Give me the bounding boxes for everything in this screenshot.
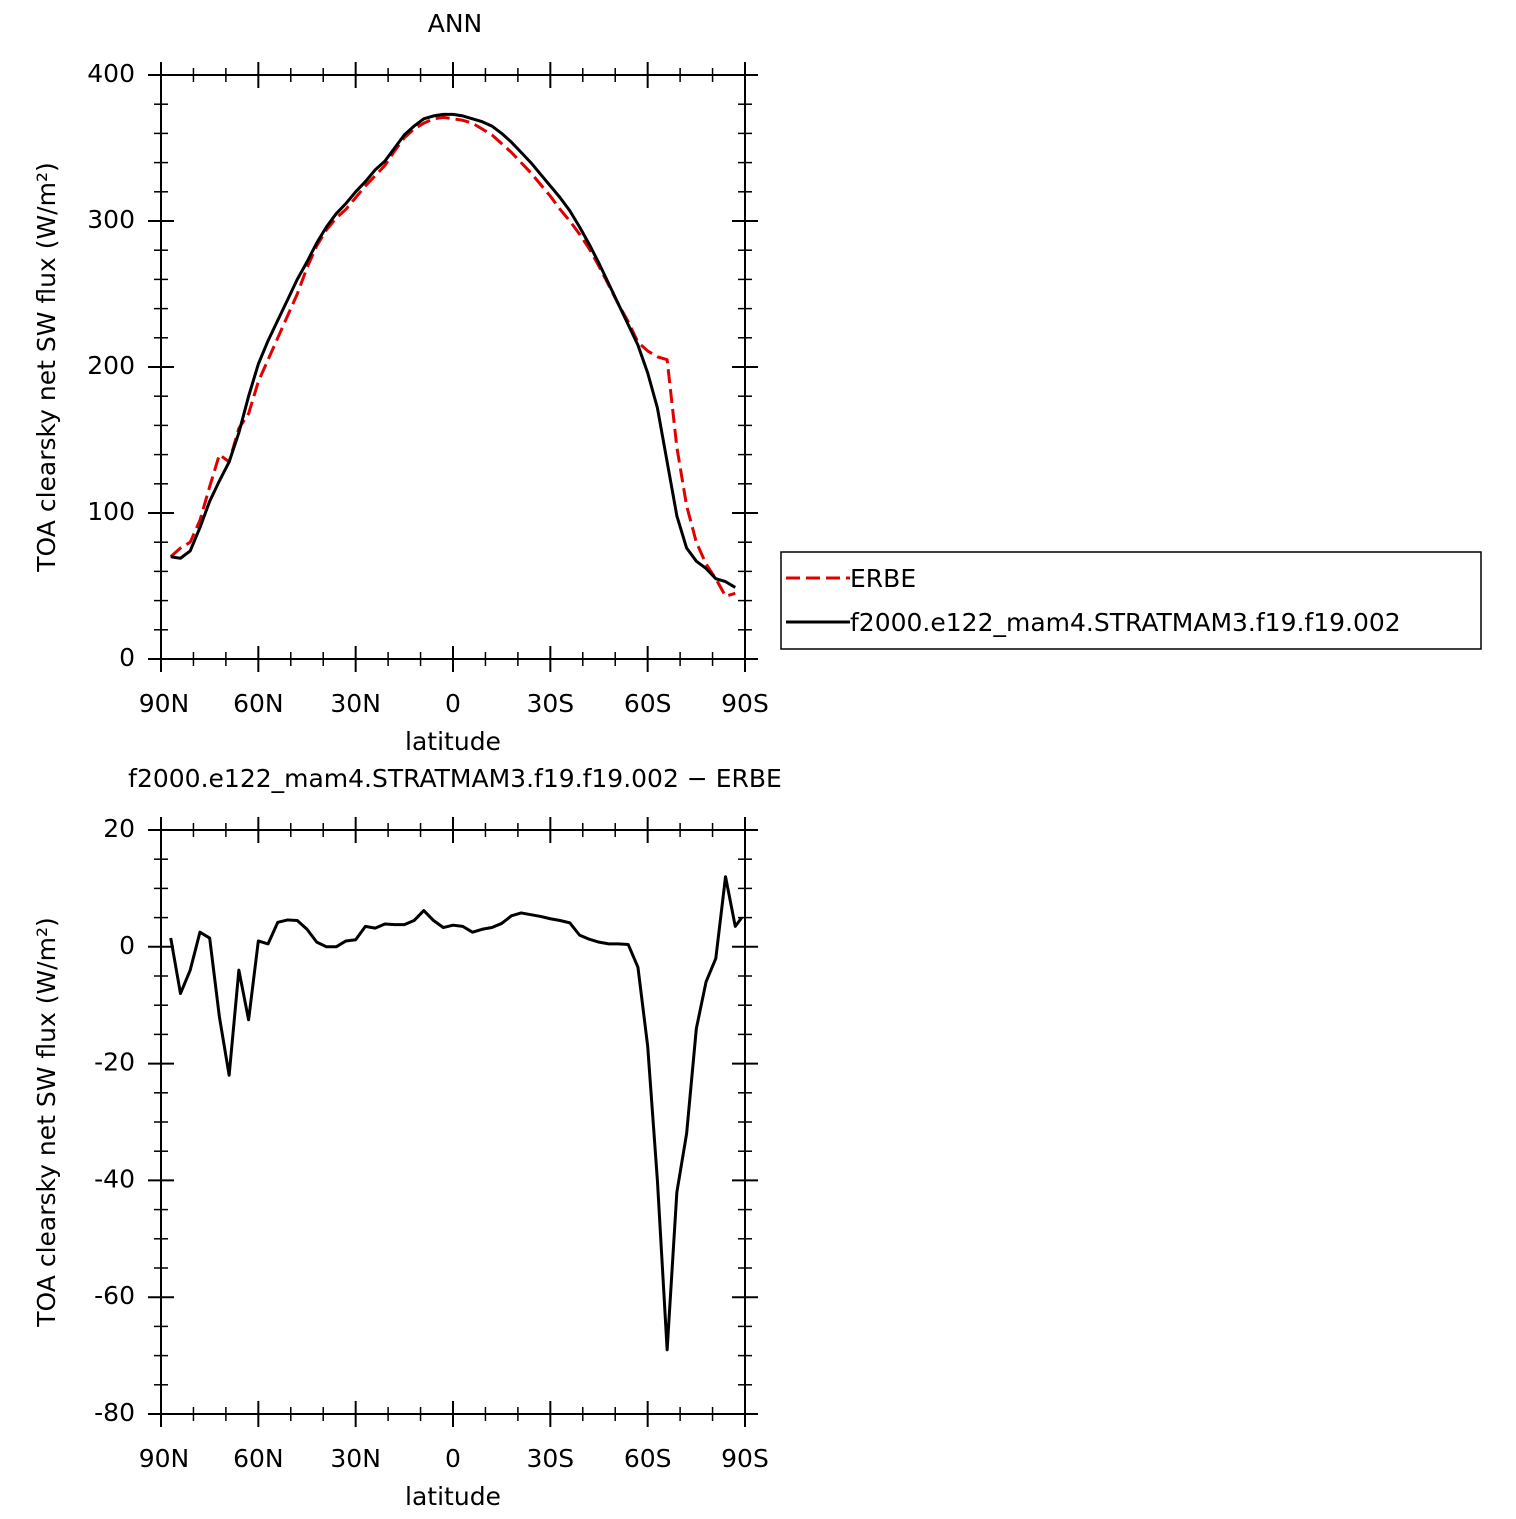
x-tick-label: 0 xyxy=(445,1444,461,1473)
x-tick-label: 60N xyxy=(233,1444,284,1473)
plot-frame xyxy=(160,829,746,1415)
x-tick-label: 90N xyxy=(139,689,190,718)
chart-title: f2000.e122_mam4.STRATMAM3.f19.f19.002 − … xyxy=(128,764,782,793)
y-tick-label: -20 xyxy=(94,1048,135,1077)
y-tick-label: 100 xyxy=(87,497,135,526)
data-line xyxy=(169,115,736,598)
x-tick-label: 30S xyxy=(526,689,574,718)
y-tick-label: 20 xyxy=(103,814,135,843)
x-tick-label: 60N xyxy=(233,689,284,718)
y-axis-label: TOA clearsky net SW flux (W/m²) xyxy=(32,162,61,572)
x-tick-label: 60S xyxy=(624,1444,672,1473)
x-tick-label: 90N xyxy=(139,1444,190,1473)
chart-title: ANN xyxy=(428,9,483,38)
y-tick-label: -60 xyxy=(94,1281,135,1310)
y-tick-label: 0 xyxy=(119,931,135,960)
y-tick-label: 200 xyxy=(87,351,135,380)
y-axis-label: TOA clearsky net SW flux (W/m²) xyxy=(32,917,61,1327)
y-tick-label: 0 xyxy=(119,643,135,672)
x-tick-label: 90S xyxy=(721,1444,769,1473)
y-tick-label: 400 xyxy=(87,59,135,88)
y-tick-label: -80 xyxy=(94,1398,135,1427)
x-axis-label: latitude xyxy=(405,1482,501,1511)
x-tick-label: 90S xyxy=(721,689,769,718)
legend-label: ERBE xyxy=(850,564,916,593)
plot-frame xyxy=(160,74,746,660)
data-line xyxy=(170,112,737,589)
x-tick-label: 30N xyxy=(330,1444,381,1473)
y-tick-label: -40 xyxy=(94,1164,135,1193)
legend-box xyxy=(780,551,1482,650)
y-tick-label: 300 xyxy=(87,205,135,234)
x-tick-label: 30N xyxy=(330,689,381,718)
data-line xyxy=(169,875,743,1352)
x-tick-label: 60S xyxy=(624,689,672,718)
legend-label: f2000.e122_mam4.STRATMAM3.f19.f19.002 xyxy=(850,608,1401,637)
x-tick-label: 0 xyxy=(445,689,461,718)
x-tick-label: 30S xyxy=(526,1444,574,1473)
x-axis-label: latitude xyxy=(405,727,501,756)
